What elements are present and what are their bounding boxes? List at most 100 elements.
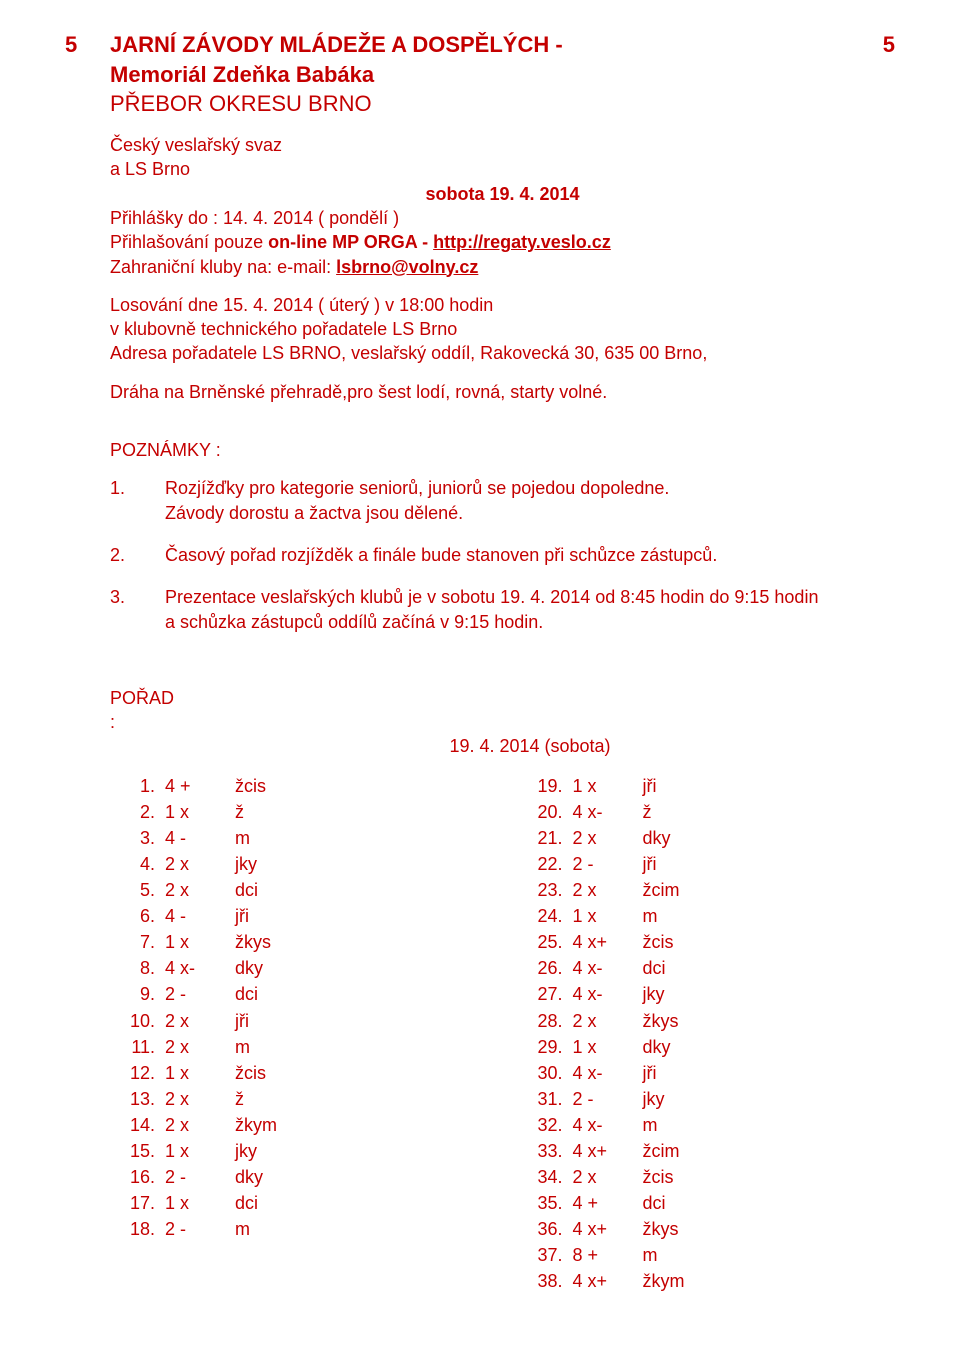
schedule-row-code: 4 x- xyxy=(573,1112,643,1138)
draw-line-2: v klubovně technického pořadatele LS Brn… xyxy=(110,317,895,341)
schedule-row-code: 2 x xyxy=(165,1086,235,1112)
schedule-row-code: 1 x xyxy=(165,1060,235,1086)
schedule-row-number: 13. xyxy=(110,1086,165,1112)
schedule-row-code: 2 x xyxy=(573,877,643,903)
schedule-row-category: jky xyxy=(235,851,488,877)
schedule-row-code: 1 x xyxy=(165,929,235,955)
schedule-row: 10.2 xjři xyxy=(110,1008,488,1034)
schedule-row-number: 20. xyxy=(518,799,573,825)
note-number: 3. xyxy=(110,585,165,634)
schedule-row-code: 2 x xyxy=(573,1008,643,1034)
schedule-row-category: jky xyxy=(643,981,896,1007)
schedule-row-category: m xyxy=(643,1112,896,1138)
schedule-row-category: žcim xyxy=(643,1138,896,1164)
schedule-row-number: 6. xyxy=(110,903,165,929)
organizer-line-2: a LS Brno xyxy=(110,157,895,181)
schedule-row-category: dky xyxy=(235,955,488,981)
schedule-row-code: 4 x- xyxy=(573,1060,643,1086)
schedule-row-category: dky xyxy=(643,1034,896,1060)
schedule-columns: 1.4 +žcis2.1 xž3.4 -m4.2 xjky5.2 xdci6.4… xyxy=(110,773,895,1295)
schedule-row: 2.1 xž xyxy=(110,799,488,825)
schedule-row-number: 10. xyxy=(110,1008,165,1034)
schedule-row-category: žcim xyxy=(643,877,896,903)
schedule-row-number: 18. xyxy=(110,1216,165,1242)
schedule-row: 22.2 -jři xyxy=(518,851,896,877)
draw-line-3: Adresa pořadatele LS BRNO, veslařský odd… xyxy=(110,341,895,365)
schedule-row: 14.2 xžkym xyxy=(110,1112,488,1138)
schedule-row-category: ž xyxy=(235,1086,488,1112)
schedule-row-category: dci xyxy=(643,1190,896,1216)
note-item: 1.Rozjížďky pro kategorie seniorů, junio… xyxy=(110,476,895,525)
schedule-row-number: 29. xyxy=(518,1034,573,1060)
schedule-row-code: 4 x- xyxy=(165,955,235,981)
schedule-row-number: 36. xyxy=(518,1216,573,1242)
schedule-row-number: 33. xyxy=(518,1138,573,1164)
schedule-row-code: 8 + xyxy=(573,1242,643,1268)
page-number-left: 5 xyxy=(65,30,110,60)
schedule-row: 4.2 xjky xyxy=(110,851,488,877)
schedule-row-number: 19. xyxy=(518,773,573,799)
entries-online-bold: on-line MP ORGA - xyxy=(268,232,433,252)
schedule-column-left: 1.4 +žcis2.1 xž3.4 -m4.2 xjky5.2 xdci6.4… xyxy=(110,773,488,1295)
entries-foreign-prefix: Zahraniční kluby na: e-mail: xyxy=(110,257,336,277)
schedule-row-category: ž xyxy=(643,799,896,825)
title-line-1: JARNÍ ZÁVODY MLÁDEŽE A DOSPĚLÝCH - xyxy=(110,30,850,60)
schedule-row: 15.1 xjky xyxy=(110,1138,488,1164)
schedule-row-category: dci xyxy=(235,981,488,1007)
note-item: 3.Prezentace veslařských klubů je v sobo… xyxy=(110,585,895,634)
schedule-row-number: 34. xyxy=(518,1164,573,1190)
schedule-row: 30.4 x-jři xyxy=(518,1060,896,1086)
schedule-row: 35.4 +dci xyxy=(518,1190,896,1216)
schedule-row-category: žcis xyxy=(643,1164,896,1190)
schedule-row-code: 4 x+ xyxy=(573,1268,643,1294)
schedule-row-code: 4 - xyxy=(165,903,235,929)
track-info: Dráha na Brněnské přehradě,pro šest lodí… xyxy=(110,380,895,404)
title-block: JARNÍ ZÁVODY MLÁDEŽE A DOSPĚLÝCH - Memor… xyxy=(110,30,850,119)
schedule-row-code: 4 x- xyxy=(573,981,643,1007)
schedule-row-number: 32. xyxy=(518,1112,573,1138)
schedule-row-number: 38. xyxy=(518,1268,573,1294)
page-number-right: 5 xyxy=(850,30,895,60)
schedule-row-category: dci xyxy=(235,877,488,903)
schedule-row-category: m xyxy=(643,1242,896,1268)
schedule-row-category: žcis xyxy=(235,773,488,799)
schedule-row-code: 2 x xyxy=(165,1034,235,1060)
entries-foreign-link[interactable]: lsbrno@volny.cz xyxy=(336,257,478,277)
schedule-row-number: 3. xyxy=(110,825,165,851)
schedule-row-code: 2 x xyxy=(165,1112,235,1138)
schedule-row: 17.1 xdci xyxy=(110,1190,488,1216)
schedule-row-number: 27. xyxy=(518,981,573,1007)
schedule-date-row: 19. 4. 2014 (sobota) xyxy=(110,734,895,758)
schedule-row-code: 2 x xyxy=(573,825,643,851)
schedule-row-category: žkys xyxy=(235,929,488,955)
note-text: Prezentace veslařských klubů je v sobotu… xyxy=(165,585,895,634)
schedule-row: 34.2 xžcis xyxy=(518,1164,896,1190)
schedule-row: 9.2 -dci xyxy=(110,981,488,1007)
schedule-row: 5.2 xdci xyxy=(110,877,488,903)
schedule-row-number: 30. xyxy=(518,1060,573,1086)
schedule-row-code: 2 x xyxy=(165,851,235,877)
draw-line-1: Losování dne 15. 4. 2014 ( úterý ) v 18:… xyxy=(110,293,895,317)
schedule-row-category: žcis xyxy=(643,929,896,955)
schedule-row: 7.1 xžkys xyxy=(110,929,488,955)
schedule-row-code: 2 x xyxy=(165,877,235,903)
entries-online-link[interactable]: http://regaty.veslo.cz xyxy=(433,232,611,252)
schedule-row: 8.4 x-dky xyxy=(110,955,488,981)
schedule-row: 12.1 xžcis xyxy=(110,1060,488,1086)
schedule-row-number: 14. xyxy=(110,1112,165,1138)
schedule-row: 25.4 x+žcis xyxy=(518,929,896,955)
notes-heading: POZNÁMKY : xyxy=(110,438,895,462)
schedule-row: 26.4 x-dci xyxy=(518,955,896,981)
title-row: 5 JARNÍ ZÁVODY MLÁDEŽE A DOSPĚLÝCH - Mem… xyxy=(65,30,895,119)
document-body: Český veslařský svaz a LS Brno sobota 19… xyxy=(110,133,895,1295)
schedule-row: 21.2 xdky xyxy=(518,825,896,851)
schedule-row-category: jři xyxy=(235,903,488,929)
schedule-row-number: 7. xyxy=(110,929,165,955)
schedule-row-number: 11. xyxy=(110,1034,165,1060)
schedule-row-number: 15. xyxy=(110,1138,165,1164)
schedule-row-code: 4 + xyxy=(573,1190,643,1216)
schedule-row-number: 22. xyxy=(518,851,573,877)
schedule-row: 19.1 xjři xyxy=(518,773,896,799)
schedule-row: 24.1 xm xyxy=(518,903,896,929)
schedule-row-category: žkys xyxy=(643,1216,896,1242)
